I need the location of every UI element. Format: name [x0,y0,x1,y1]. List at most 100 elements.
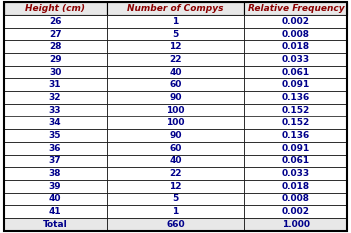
Text: 0.091: 0.091 [282,144,310,153]
Text: 60: 60 [169,144,182,153]
Text: 1: 1 [172,17,179,26]
Text: Height (cm): Height (cm) [25,4,85,13]
Bar [4,40,107,53]
Bar [244,79,347,91]
Bar [244,104,347,116]
Bar [4,66,107,79]
Text: 0.018: 0.018 [282,182,310,191]
Text: 0.033: 0.033 [282,55,310,64]
Bar [244,116,347,129]
Text: Number of Compys: Number of Compys [127,4,224,13]
Bar [244,129,347,142]
Bar [244,180,347,193]
Text: 100: 100 [166,106,185,115]
Text: 1.000: 1.000 [282,220,310,229]
Text: 33: 33 [49,106,61,115]
Text: 0.152: 0.152 [282,118,310,127]
Text: 38: 38 [49,169,61,178]
Bar [4,28,107,40]
Bar [107,28,244,40]
Text: 90: 90 [169,93,182,102]
Bar [244,193,347,205]
Bar [244,154,347,167]
Bar [4,53,107,66]
Bar [4,180,107,193]
Text: Relative Frequency: Relative Frequency [247,4,344,13]
Text: 22: 22 [169,55,182,64]
Bar [4,142,107,154]
Bar [107,154,244,167]
Text: 0.002: 0.002 [282,207,310,216]
Text: 28: 28 [49,42,61,51]
Bar [244,15,347,28]
Text: 5: 5 [172,195,179,203]
Bar [4,91,107,104]
Bar [244,28,347,40]
Bar [107,104,244,116]
Text: 60: 60 [169,80,182,89]
Text: 39: 39 [49,182,61,191]
Text: 100: 100 [166,118,185,127]
Bar [4,205,107,218]
Bar [107,15,244,28]
Text: 40: 40 [49,195,61,203]
Bar [107,116,244,129]
Text: 5: 5 [172,30,179,38]
Text: 0.136: 0.136 [282,93,310,102]
Bar [4,167,107,180]
Text: 31: 31 [49,80,61,89]
Bar [244,66,347,79]
Bar [4,129,107,142]
Text: 22: 22 [169,169,182,178]
Bar [244,53,347,66]
Text: 0.091: 0.091 [282,80,310,89]
Text: 41: 41 [49,207,61,216]
Text: 1: 1 [172,207,179,216]
Text: 40: 40 [169,68,182,77]
Bar [244,2,347,15]
Bar [4,193,107,205]
Bar [107,91,244,104]
Text: 0.008: 0.008 [282,195,310,203]
Text: 0.061: 0.061 [282,68,310,77]
Text: 12: 12 [169,42,182,51]
Bar [107,218,244,231]
Bar [244,91,347,104]
Text: 0.152: 0.152 [282,106,310,115]
Bar [107,129,244,142]
Bar [107,167,244,180]
Text: 30: 30 [49,68,61,77]
Bar [4,79,107,91]
Text: 40: 40 [169,156,182,165]
Text: 35: 35 [49,131,61,140]
Text: 0.033: 0.033 [282,169,310,178]
Text: Total: Total [43,220,67,229]
Bar [4,218,107,231]
Bar [107,193,244,205]
Text: 0.061: 0.061 [282,156,310,165]
Text: 29: 29 [49,55,61,64]
Text: 34: 34 [49,118,61,127]
Bar [244,167,347,180]
Bar [107,2,244,15]
Bar [107,66,244,79]
Bar [4,116,107,129]
Bar [107,180,244,193]
Bar [244,40,347,53]
Bar [107,79,244,91]
Text: 26: 26 [49,17,61,26]
Bar [244,142,347,154]
Text: 660: 660 [166,220,185,229]
Text: 0.136: 0.136 [282,131,310,140]
Text: 27: 27 [49,30,61,38]
Text: 37: 37 [49,156,61,165]
Bar [4,15,107,28]
Bar [244,218,347,231]
Text: 36: 36 [49,144,61,153]
Text: 90: 90 [169,131,182,140]
Bar [4,2,107,15]
Bar [244,205,347,218]
Text: 12: 12 [169,182,182,191]
Bar [107,53,244,66]
Bar [107,40,244,53]
